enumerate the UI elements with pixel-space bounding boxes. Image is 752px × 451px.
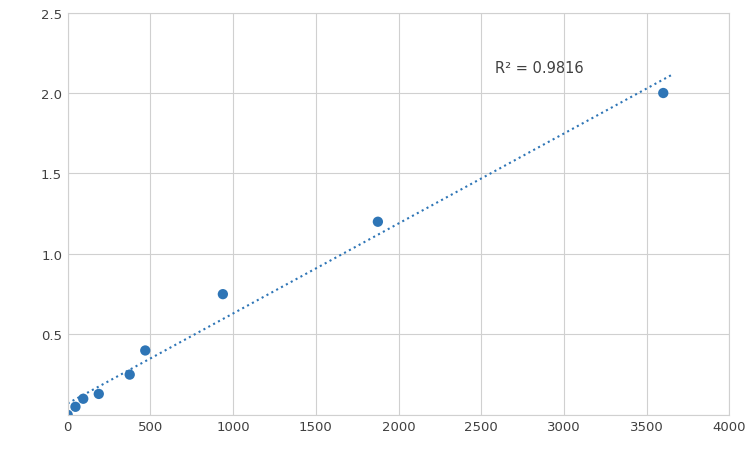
Point [62, 411, 74, 419]
Point [139, 347, 151, 354]
Point [123, 371, 135, 378]
Point [69, 403, 81, 410]
Point [77, 395, 89, 402]
Point [92, 391, 105, 398]
Text: R² = 0.9816: R² = 0.9816 [495, 61, 583, 76]
Point [217, 291, 229, 298]
Point [657, 90, 669, 97]
Point [371, 219, 384, 226]
